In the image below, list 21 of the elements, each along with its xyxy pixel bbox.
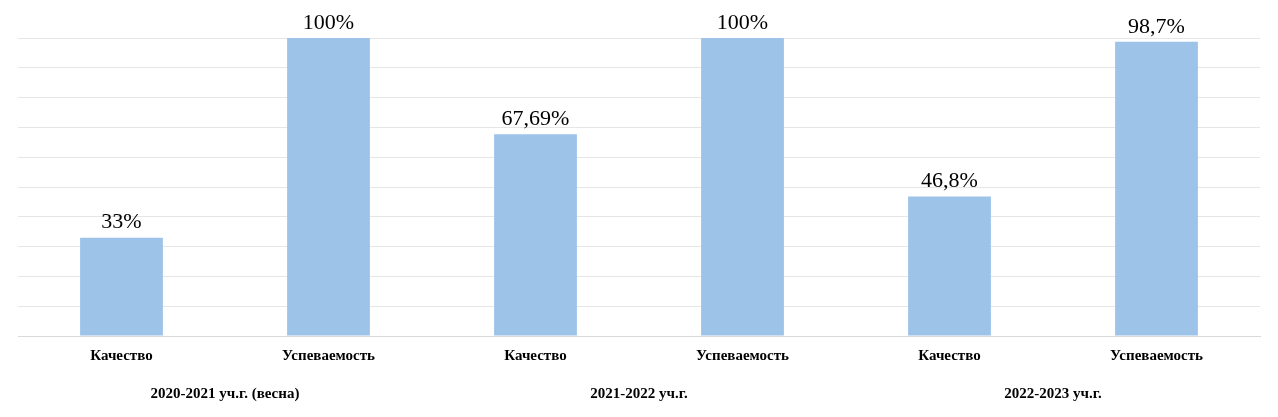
text: 2022-2023 уч.г. bbox=[1004, 384, 1102, 401]
x-tick-label: Качество bbox=[504, 346, 567, 363]
bar bbox=[287, 38, 370, 336]
data-label: 46,8% bbox=[921, 167, 978, 193]
bar bbox=[908, 196, 991, 336]
data-label: 33% bbox=[101, 208, 142, 234]
x-tick-label: Успеваемость bbox=[1109, 346, 1204, 363]
x-tick-label: Качество bbox=[918, 346, 981, 363]
data-label: 67,69% bbox=[501, 105, 570, 131]
x-tick-label: Качество bbox=[90, 346, 153, 363]
data-label: 100% bbox=[302, 8, 355, 34]
bar bbox=[80, 237, 163, 336]
bar bbox=[1115, 41, 1198, 336]
data-label: 98,7% bbox=[1128, 12, 1185, 38]
text: 2020-2021 уч.г. (весна) bbox=[150, 384, 300, 402]
text: 2021-2022 уч.г. bbox=[590, 384, 688, 401]
data-label: 100% bbox=[716, 8, 769, 34]
x-tick-label: Успеваемость bbox=[281, 346, 376, 363]
bar bbox=[494, 134, 577, 336]
bar bbox=[701, 38, 784, 336]
x-tick-label: Успеваемость bbox=[695, 346, 790, 363]
